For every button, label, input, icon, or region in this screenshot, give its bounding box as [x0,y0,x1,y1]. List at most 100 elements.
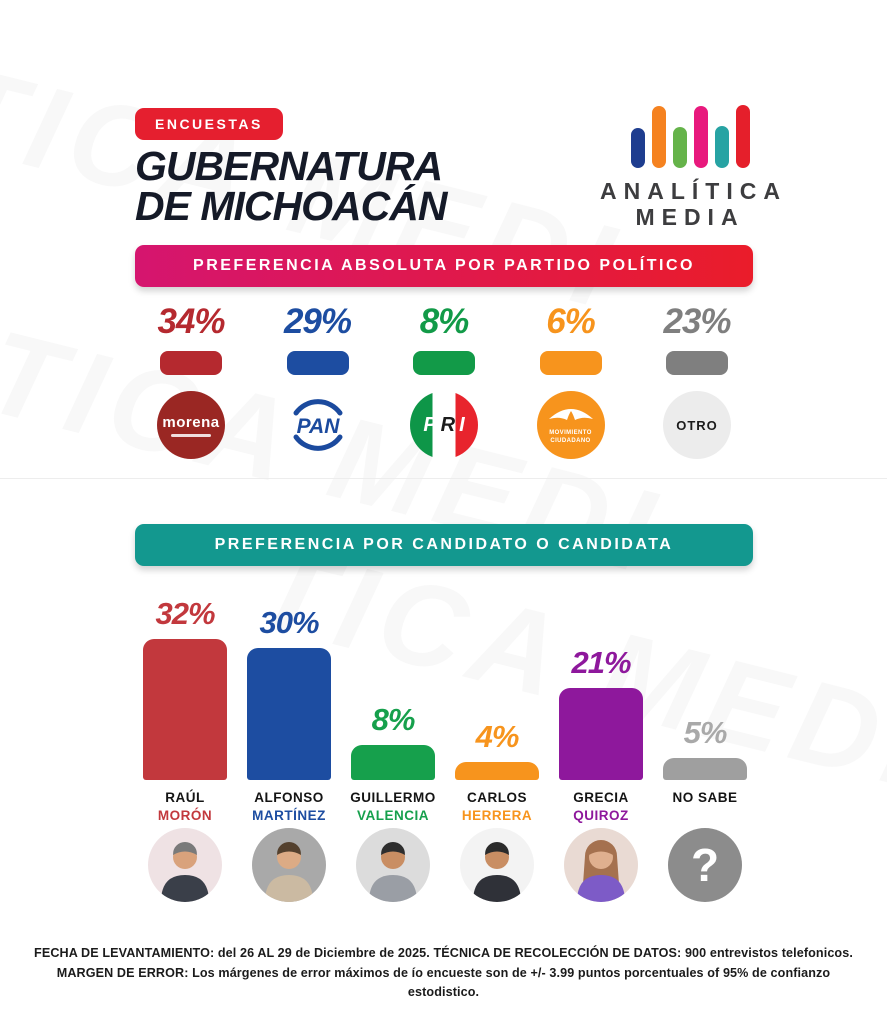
candidate-last-name-raul: MORÓN [157,807,213,823]
logo-bar-0 [630,128,645,168]
party-preference-row: 34% morena 29% PAN 8% P R I 6% MOVIMIENTO CIUDADAN… [135,302,753,459]
candidate-first-name-carlos: CARLOS [467,790,527,805]
candidate-avatar-column-raul [138,828,232,902]
candidate-first-name-grecia: GRECIA [573,790,629,805]
svg-text:PAN: PAN [296,415,340,438]
candidate-last-name-carlos: HERRERA [461,807,533,823]
candidate-photo-grecia [564,828,638,902]
analitica-media-logo: ANALÍTICA MEDIA [600,80,780,231]
party-percentage-otro: 23% [663,302,731,341]
candidate-percentage-grecia: 21% [571,645,631,680]
candidate-photo-raul [148,828,222,902]
mc-eagle-icon [548,409,593,420]
party-column-mc: 6% MOVIMIENTO CIUDADANO [515,302,627,459]
candidate-bar-column-carlos: 4% [450,719,544,780]
person-silhouette-icon [161,842,209,902]
candidate-name-column-alfonso: ALFONSO MARTÍNEZ [242,789,336,824]
candidate-avatar-column-guillermo [346,828,440,902]
candidate-last-name-guillermo: VALENCIA [356,807,429,823]
candidate-names-row: RAÚL MORÓN ALFONSO MARTÍNEZ GUILLERMO VALENCI… [138,789,752,824]
candidate-name-column-grecia: GRECIA QUIROZ [554,789,648,824]
logo-bar-5 [735,105,750,168]
pri-letter-I: I [459,413,465,436]
candidate-avatars-row: ? [138,828,752,902]
person-silhouette-icon [577,840,625,902]
candidate-percentage-guillermo: 8% [371,702,416,737]
candidate-percentage-raul: 32% [155,596,215,631]
mc-logo-line1: MOVIMIENTO [549,430,592,437]
candidate-first-name-nosabe: NO SABE [672,790,738,805]
candidate-photo-carlos [460,828,534,902]
logo-bars-icon [600,80,780,168]
candidate-avatar-column-alfonso [242,828,336,902]
pan-logo-icon: PAN [293,399,342,451]
person-silhouette-icon [369,842,417,902]
party-column-pri: 8% P R I [388,302,500,459]
candidate-name-column-carlos: CARLOS HERRERA [450,789,544,824]
page-title-line1: GUBERNATURA [135,143,443,189]
encuestas-badge: ENCUESTAS [135,108,283,140]
section-banner-partido: PREFERENCIA ABSOLUTA POR PARTIDO POLÍTIC… [135,245,753,287]
candidate-bar-chart: 32% 30% 8% 4% 21% 5% [138,592,752,780]
logo-bar-4 [714,126,729,168]
candidate-first-name-raul: RAÚL [165,790,205,805]
candidate-first-name-alfonso: ALFONSO [254,790,324,805]
morena-logo-text: morena [162,413,220,431]
candidate-name-column-raul: RAÚL MORÓN [138,789,232,824]
morena-logo-subline [171,433,211,437]
logo-bar-2 [672,127,687,168]
brand-name: ANALÍTICA MEDIA [600,178,780,231]
section-divider [0,478,887,479]
question-mark-avatar: ? [668,828,742,902]
otro-party-logo-icon: OTRO [663,391,731,459]
candidate-bar-column-alfonso: 30% [242,605,336,780]
candidate-first-name-guillermo: GUILLERMO [350,790,436,805]
candidate-bar-grecia [559,688,643,780]
morena-party-logo-icon: morena [157,391,225,459]
brand-name-line1: ANALÍTICA [600,178,787,204]
logo-bar-1 [651,106,666,168]
mc-logo-line2: CIUDADANO [550,438,591,444]
candidate-bar-guillermo [351,745,435,780]
party-bar-otro [666,351,728,375]
header-title-block: ENCUESTAS GUBERNATURA DE MICHOACÁN [135,108,447,230]
candidate-bar-column-raul: 32% [138,596,232,780]
party-column-pan: 29% PAN [262,302,374,459]
candidate-percentage-alfonso: 30% [259,605,319,640]
brand-name-line2: MEDIA [635,204,745,231]
party-column-otro: 23% OTRO [641,302,753,459]
candidate-bar-column-guillermo: 8% [346,702,440,780]
otro-logo-text: OTRO [676,417,718,433]
candidate-name-column-guillermo: GUILLERMO VALENCIA [346,789,440,824]
party-percentage-mc: 6% [546,302,596,341]
party-bar-pri [413,351,475,375]
candidate-bar-nosabe [663,758,747,780]
candidate-name-column-nosabe: NO SABE [658,789,752,807]
section-banner-candidato: PREFERENCIA POR CANDIDATO O CANDIDATA [135,524,753,566]
candidate-photo-alfonso [252,828,326,902]
party-bar-pan [286,351,349,375]
candidate-bar-carlos [455,762,539,780]
candidate-last-name-alfonso: MARTÍNEZ [252,807,326,823]
pri-letter-P: P [423,413,437,436]
candidate-avatar-column-nosabe: ? [658,828,752,902]
person-silhouette-icon [473,842,521,902]
party-percentage-pan: 29% [283,302,352,341]
party-bar-morena [160,351,222,375]
candidate-avatar-column-carlos [450,828,544,902]
pan-party-logo-icon: PAN [283,391,352,459]
candidate-bar-column-grecia: 21% [554,645,648,780]
party-bar-mc [539,351,602,375]
person-silhouette-icon [265,842,313,902]
party-column-morena: 34% morena [135,302,247,459]
question-mark-icon: ? [690,839,720,891]
page-title: GUBERNATURA DE MICHOACÁN [135,143,447,230]
mc-party-logo-icon: MOVIMIENTO CIUDADANO [536,391,605,459]
footer-line2: MARGEN DE ERROR: Los márgenes de error m… [56,965,831,1000]
candidate-bar-alfonso [247,648,331,780]
page-title-line2: DE MICHOACÁN [135,183,447,230]
candidate-bar-column-nosabe: 5% [658,715,752,780]
